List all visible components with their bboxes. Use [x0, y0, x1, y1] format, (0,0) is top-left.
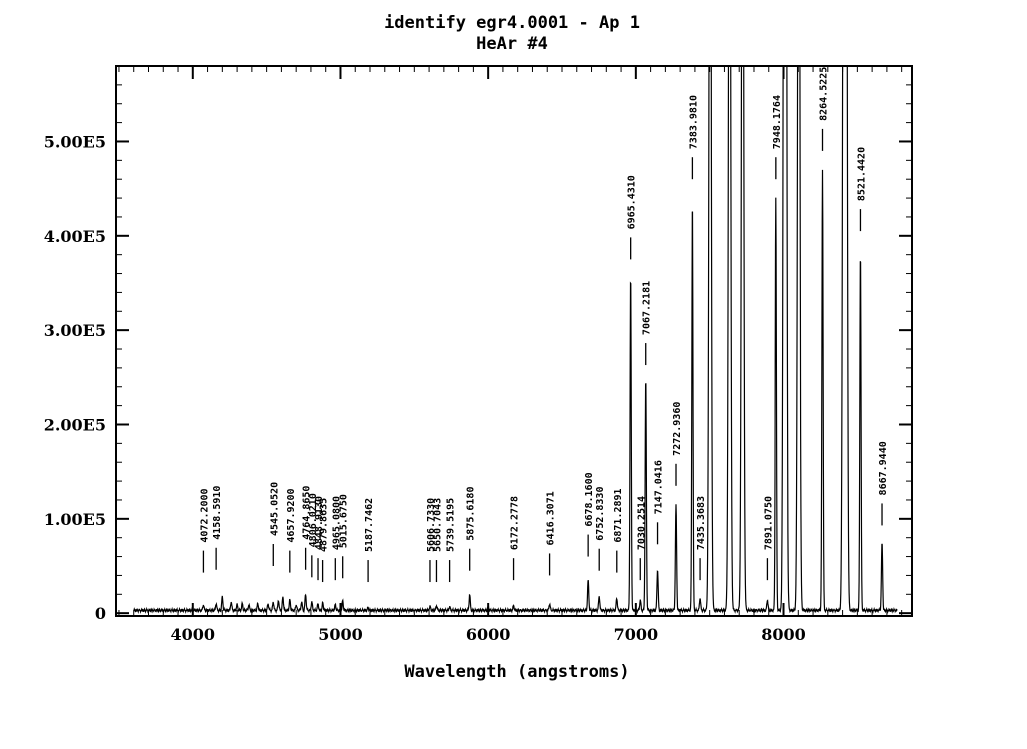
line-id-label: 6678.1600 — [584, 472, 595, 526]
line-id-label: 8521.4420 — [856, 147, 867, 201]
y-tick-label: 5.00E5 — [44, 132, 106, 151]
line-id-label: 7272.9360 — [672, 402, 683, 456]
line-id-label: 6752.8330 — [595, 487, 606, 541]
line-id-label: 4806.0210 — [308, 493, 319, 547]
line-id-label: 5187.7462 — [364, 498, 375, 552]
line-id-label: 4158.5910 — [212, 486, 223, 540]
line-id-label: 4848.9130 — [314, 496, 325, 550]
line-id-label: 7435.3683 — [696, 496, 707, 550]
line-id-label: 6172.2778 — [510, 496, 521, 550]
line-id-label: 5650.7043 — [432, 498, 443, 552]
line-id-label: 8667.9440 — [878, 441, 889, 495]
line-id-label: 6416.3071 — [546, 491, 557, 545]
line-id-label: 4657.9200 — [286, 488, 297, 542]
x-tick-label: 7000 — [614, 625, 659, 644]
spectrum-line — [133, 66, 898, 615]
line-id-label: 5606.7330 — [426, 498, 437, 552]
line-id-label: 7147.0416 — [654, 460, 665, 514]
plot-frame — [115, 65, 913, 617]
chart-title: identify egr4.0001 - Ap 1 — [384, 13, 640, 33]
line-id-layer: 4072.2000 4158.5910 4545.0520 4657.9200 4764… — [199, 67, 889, 583]
chart-subtitle: HeAr #4 — [476, 34, 548, 54]
line-id-label: 7948.1764 — [772, 95, 783, 149]
x-tick-label: 6000 — [466, 625, 511, 644]
line-id-label: 4545.0520 — [269, 482, 280, 536]
line-id-label: 4965.0800 — [331, 496, 342, 550]
line-id-label: 7383.9810 — [688, 95, 699, 149]
line-id-label: 6965.4310 — [627, 175, 638, 229]
y-tick-label: 1.00E5 — [44, 510, 106, 529]
y-tick-label: 3.00E5 — [44, 321, 106, 340]
x-tick-label: 5000 — [318, 625, 363, 644]
y-tick-label: 4.00E5 — [44, 227, 106, 246]
y-tick-label: 0 — [95, 604, 106, 623]
line-id-label: 4072.2000 — [199, 488, 210, 542]
y-tick-label: 2.00E5 — [44, 415, 106, 434]
axes-layer: 4000 5000 6000 7000 8000 0 1.00E5 2.00E5 3.00E5 4… — [44, 65, 913, 644]
line-id-label: 5739.5195 — [446, 498, 457, 552]
line-id-label: 7067.2181 — [642, 281, 653, 335]
line-id-label: 6871.2891 — [613, 488, 624, 542]
x-tick-label: 4000 — [171, 625, 216, 644]
spectrum-layer — [133, 66, 898, 615]
line-id-label: 7030.2514 — [636, 496, 647, 550]
line-id-label: 8264.5225 — [819, 67, 830, 121]
x-axis-label: Wavelength (angstroms) — [404, 662, 629, 682]
x-tick-label: 8000 — [761, 625, 806, 644]
line-id-label: 7891.0750 — [763, 496, 774, 550]
line-id-label: 5875.6180 — [466, 487, 477, 541]
line-id-label: 5015.6750 — [339, 494, 350, 548]
line-id-label: 4764.8650 — [302, 486, 313, 540]
line-id-label: 4879.8635 — [319, 498, 330, 552]
